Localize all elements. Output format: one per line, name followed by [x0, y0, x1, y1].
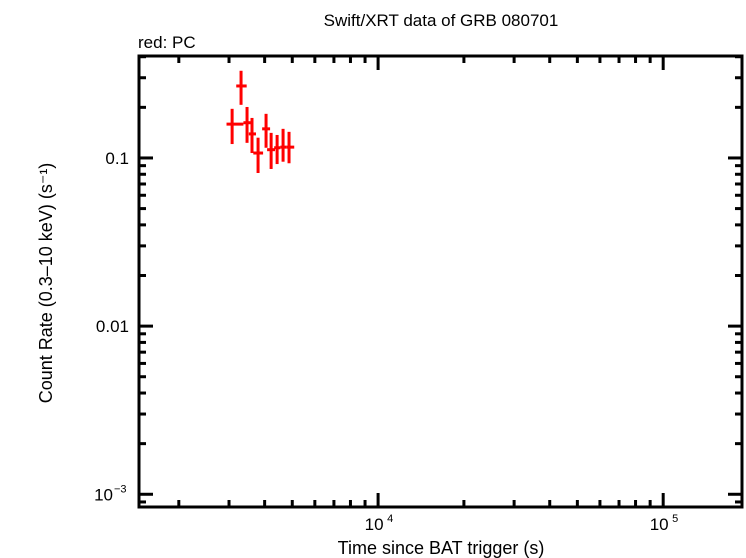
- data-point: [243, 106, 252, 143]
- data-point: [262, 113, 271, 148]
- y-tick-exponent: −3: [114, 483, 127, 495]
- data-point: [226, 108, 244, 145]
- data-series-pc: [226, 70, 295, 173]
- axis-ticks: [139, 55, 742, 507]
- x-tick-label: 10: [650, 515, 669, 534]
- x-tick-exponent: 5: [672, 513, 678, 525]
- x-axis-label: Time since BAT trigger (s): [338, 538, 545, 558]
- data-point: [267, 132, 276, 169]
- data-point: [248, 117, 256, 154]
- data-point: [286, 131, 295, 164]
- data-point: [236, 70, 247, 105]
- x-tick-exponent: 4: [387, 513, 393, 525]
- y-axis-label: Count Rate (0.3–10 keV) (s⁻¹): [36, 163, 56, 404]
- y-tick-label: 10: [94, 485, 113, 504]
- data-point: [280, 128, 287, 162]
- y-tick-label: 0.01: [96, 317, 129, 336]
- data-point: [274, 134, 281, 165]
- plot-frame: [137, 54, 744, 509]
- y-tick-label: 0.1: [105, 149, 129, 168]
- x-tick-label: 10: [365, 515, 384, 534]
- series-label: red: PC: [138, 33, 196, 52]
- data-point: [253, 137, 264, 173]
- chart-title: Swift/XRT data of GRB 080701: [324, 11, 559, 30]
- axes-box: [137, 54, 744, 509]
